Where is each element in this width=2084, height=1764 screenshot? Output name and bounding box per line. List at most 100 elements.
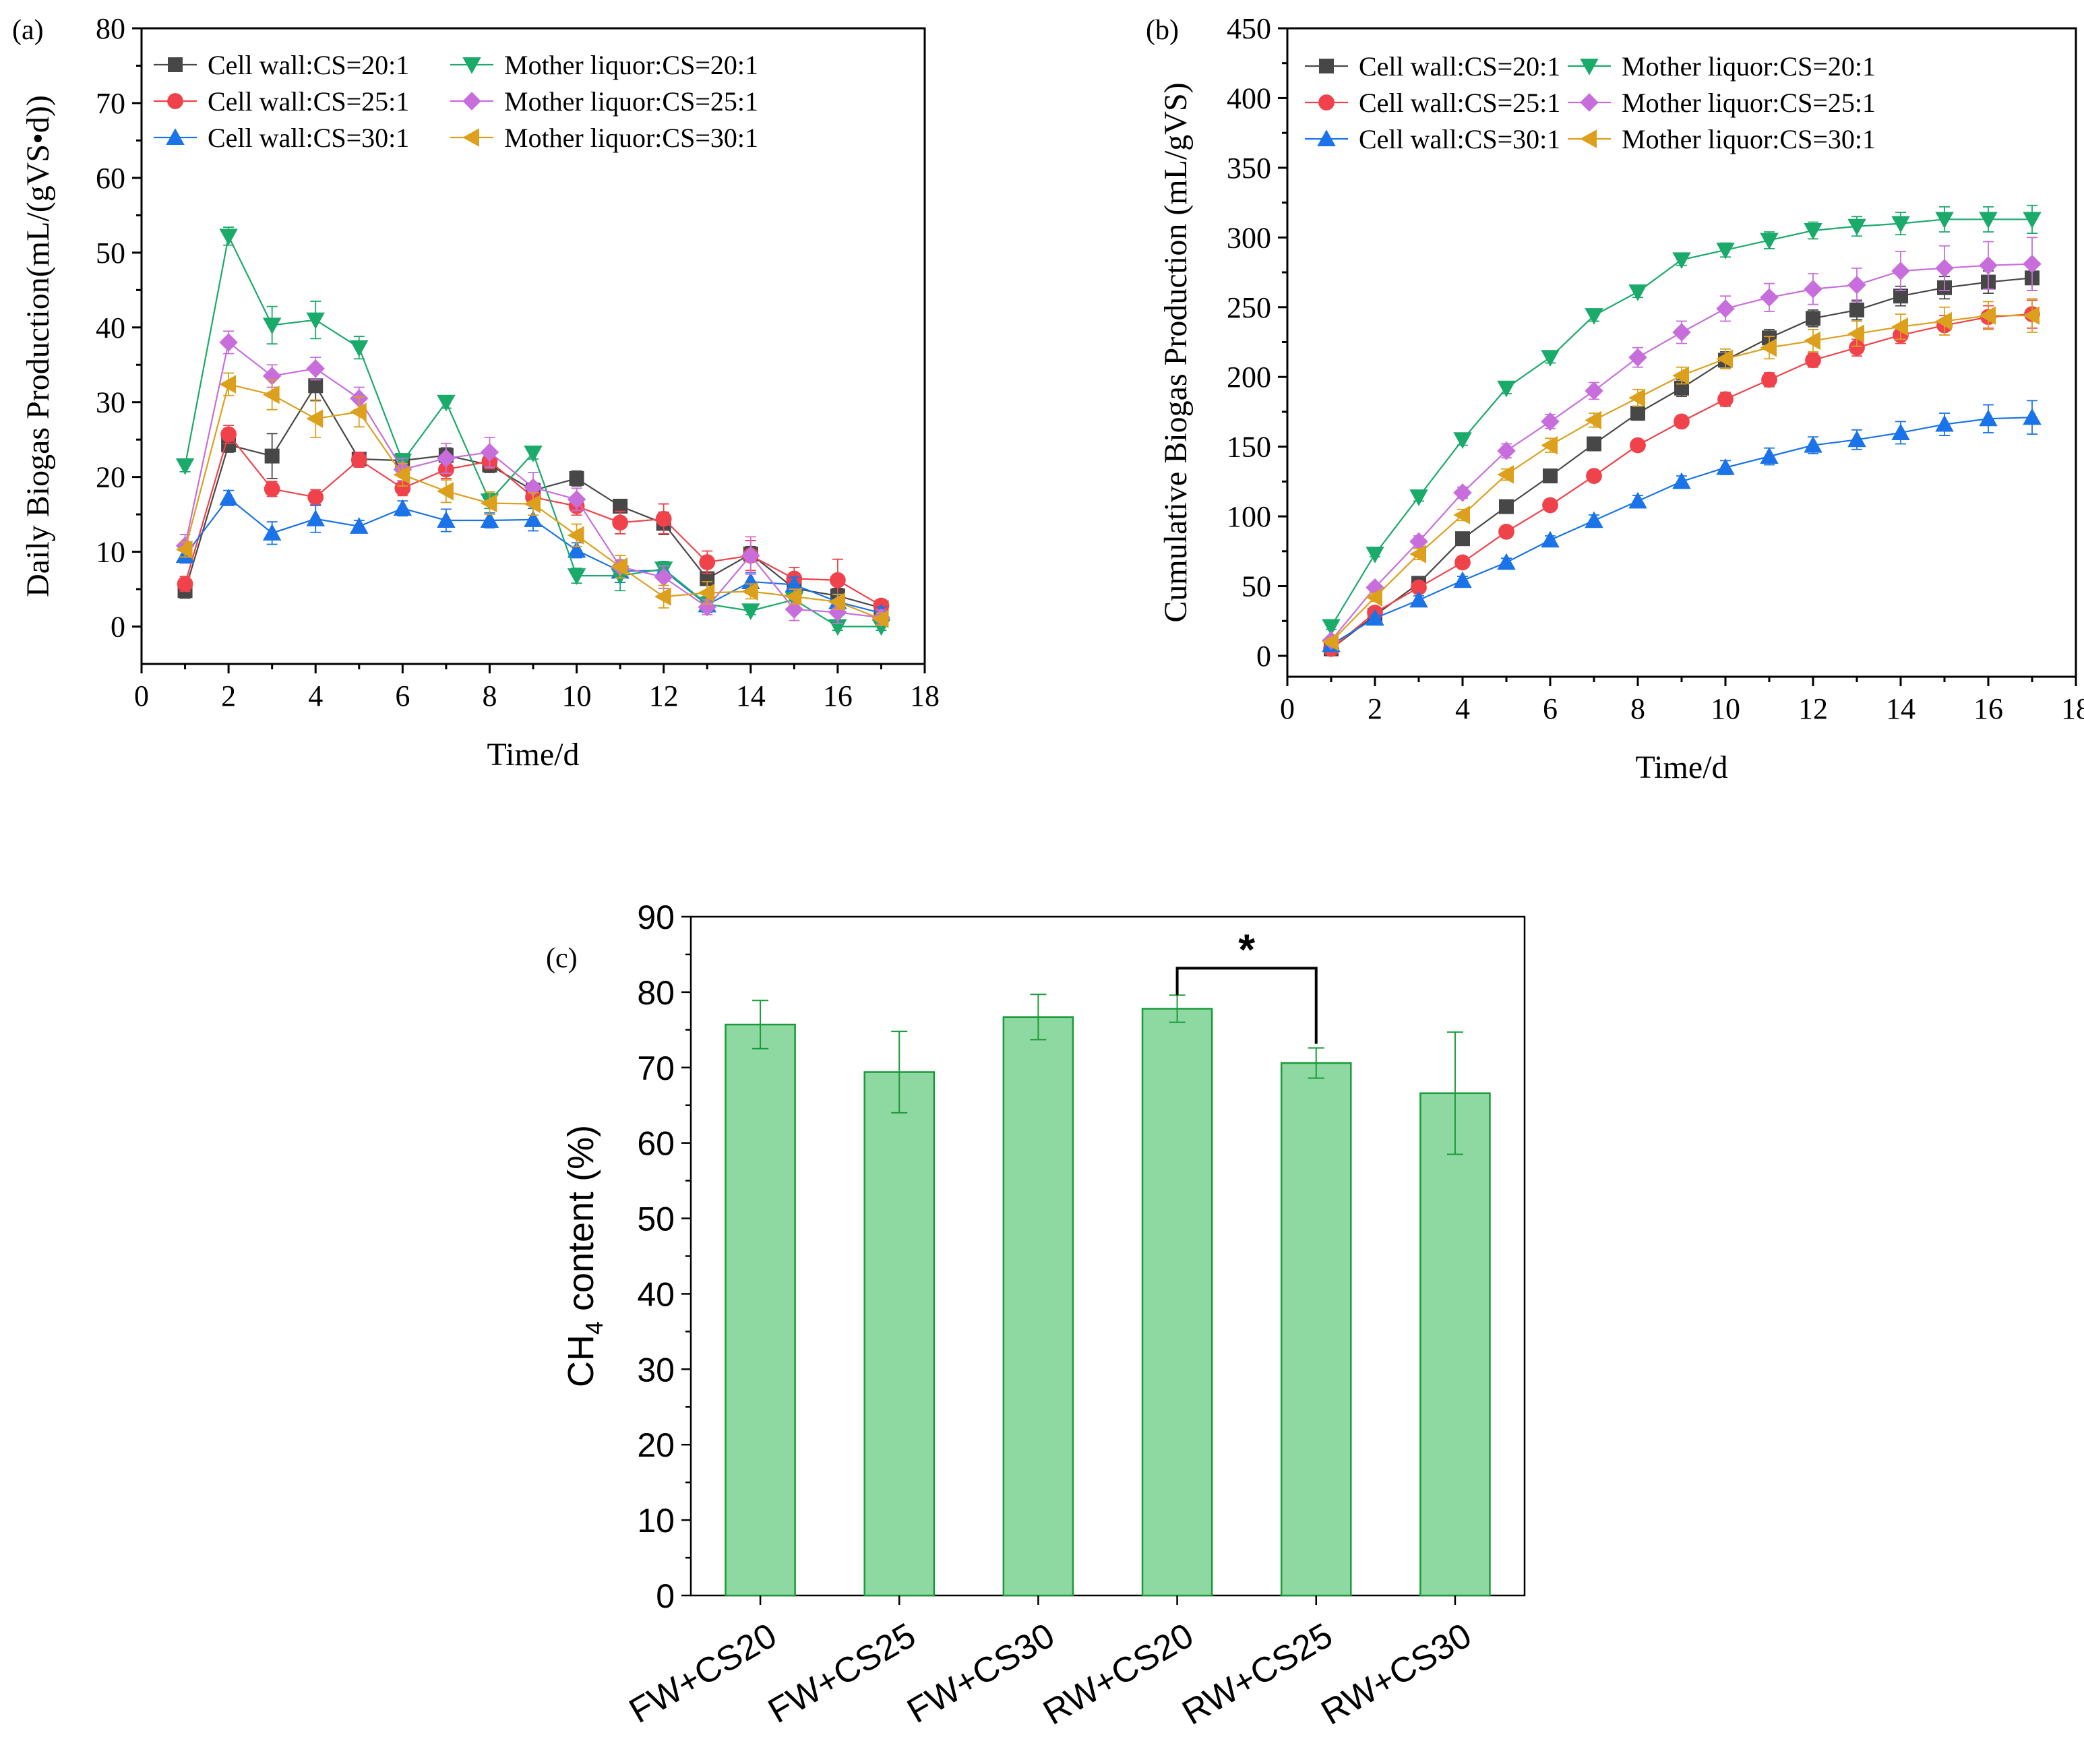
data-point bbox=[262, 317, 282, 335]
data-point bbox=[1409, 532, 1428, 551]
y-tick-label: 30 bbox=[637, 1351, 675, 1389]
legend-item-cell-wall-cs-20-1: Cell wall:CS=20:1 bbox=[1305, 51, 1560, 82]
data-point bbox=[1849, 339, 1865, 356]
legend-label: Cell wall:CS=30:1 bbox=[208, 123, 409, 153]
bar bbox=[1419, 1092, 1491, 1597]
panel-a-daily-biogas-chart: 0 2 4 6 8 10 12 14 16 18 0 10 20 30 40 50 60 70 80 Time/d Da… bbox=[12, 12, 940, 772]
data-point bbox=[1630, 405, 1645, 421]
data-point bbox=[1409, 545, 1426, 564]
data-point bbox=[1935, 311, 1952, 331]
series-line bbox=[1330, 263, 2033, 641]
legend-marker bbox=[1580, 129, 1597, 148]
data-point bbox=[700, 571, 715, 586]
data-point bbox=[654, 568, 673, 587]
y-tick-label: 10 bbox=[96, 536, 125, 569]
data-point bbox=[1497, 380, 1516, 398]
legend-item-cell-wall-cs-30-1: Cell wall:CS=30:1 bbox=[154, 123, 409, 153]
y-tick-label: 40 bbox=[637, 1275, 675, 1313]
y-tick-label: 10 bbox=[637, 1502, 675, 1540]
data-point bbox=[1585, 308, 1603, 325]
legend-label: Cell wall:CS=30:1 bbox=[1359, 124, 1560, 154]
data-point bbox=[1716, 458, 1735, 475]
x-tick-label: 0 bbox=[134, 679, 149, 712]
plot-frame bbox=[689, 915, 1526, 1597]
x-tick-label: 2 bbox=[221, 679, 236, 712]
x-tick-label: 18 bbox=[2061, 692, 2084, 725]
legend: Cell wall:CS=20:1 Cell wall:CS=25:1 Cell w… bbox=[154, 50, 758, 153]
bar-fw-cs25 bbox=[863, 1031, 936, 1597]
legend-item-cell-wall-cs-25-1: Cell wall:CS=25:1 bbox=[154, 86, 409, 117]
data-point bbox=[1891, 423, 1910, 440]
legend-item-mother-liquor-cs-25-1: Mother liquor:CS=25:1 bbox=[450, 86, 758, 117]
data-point bbox=[1891, 216, 1910, 233]
data-point bbox=[613, 498, 628, 514]
legend-label: Mother liquor:CS=20:1 bbox=[504, 50, 758, 80]
data-point bbox=[524, 494, 541, 514]
bar bbox=[863, 1071, 936, 1597]
legend-marker bbox=[462, 57, 481, 74]
data-point bbox=[306, 409, 324, 428]
data-point bbox=[177, 576, 193, 592]
legend-marker bbox=[167, 93, 183, 109]
series-line bbox=[184, 233, 882, 628]
data-point bbox=[219, 333, 238, 352]
data-point bbox=[567, 541, 586, 558]
data-point bbox=[699, 554, 716, 570]
data-point bbox=[264, 448, 280, 464]
panel-label: (c) bbox=[546, 943, 578, 974]
data-point bbox=[1409, 590, 1428, 608]
data-point bbox=[1672, 472, 1691, 489]
data-point bbox=[1628, 491, 1647, 509]
x-axis-label: Time/d bbox=[487, 737, 580, 772]
x-tick-label: 8 bbox=[482, 679, 497, 712]
x-tick-label: RW+CS20 bbox=[1037, 1616, 1200, 1732]
data-point bbox=[437, 511, 456, 528]
series-mother-liquor-cs-20-1 bbox=[1322, 204, 2042, 636]
legend-marker bbox=[1318, 94, 1335, 111]
significance-bracket bbox=[1175, 967, 1318, 1044]
series-mother-liquor-cs-25-1 bbox=[175, 330, 891, 627]
data-point bbox=[1497, 465, 1514, 484]
y-tick-label: 30 bbox=[96, 386, 125, 419]
data-point bbox=[1628, 348, 1647, 367]
legend-item-mother-liquor-cs-30-1: Mother liquor:CS=30:1 bbox=[450, 123, 758, 153]
data-point bbox=[1453, 506, 1470, 524]
data-point bbox=[1455, 531, 1470, 547]
legend-item-cell-wall-cs-30-1: Cell wall:CS=30:1 bbox=[1305, 124, 1560, 154]
data-point bbox=[350, 402, 367, 421]
data-point bbox=[1411, 579, 1427, 596]
data-point bbox=[1804, 331, 1820, 351]
data-point bbox=[1541, 435, 1558, 455]
data-point bbox=[1717, 391, 1734, 408]
bar-fw-cs30 bbox=[1002, 994, 1074, 1597]
data-point bbox=[219, 229, 238, 246]
data-point bbox=[1893, 288, 1908, 304]
data-point bbox=[1322, 632, 1339, 652]
bar bbox=[1141, 1008, 1213, 1597]
data-point bbox=[262, 385, 280, 404]
data-point bbox=[1847, 218, 1866, 236]
data-point bbox=[785, 587, 802, 606]
series-mother-liquor-cs-20-1 bbox=[175, 226, 891, 636]
data-point bbox=[350, 517, 369, 534]
bar bbox=[1280, 1062, 1352, 1597]
data-point bbox=[1586, 468, 1602, 484]
data-point bbox=[480, 511, 499, 528]
y-tick-label: 80 bbox=[637, 974, 675, 1012]
bar bbox=[725, 1023, 796, 1597]
data-point bbox=[1628, 284, 1647, 301]
x-tick-label: FW+CS25 bbox=[762, 1616, 922, 1731]
data-point bbox=[698, 583, 715, 603]
data-point bbox=[262, 367, 282, 386]
data-point bbox=[262, 524, 282, 541]
data-point bbox=[1804, 222, 1822, 240]
x-tick-label: 14 bbox=[1886, 692, 1916, 725]
y-tick-label: 40 bbox=[96, 311, 125, 344]
data-point bbox=[1760, 288, 1779, 307]
data-point bbox=[308, 378, 324, 394]
legend-label: Mother liquor:CS=25:1 bbox=[504, 86, 758, 117]
data-point bbox=[1849, 302, 1864, 317]
data-point bbox=[1716, 242, 1735, 260]
data-point bbox=[1366, 546, 1384, 564]
data-point bbox=[1541, 412, 1560, 431]
